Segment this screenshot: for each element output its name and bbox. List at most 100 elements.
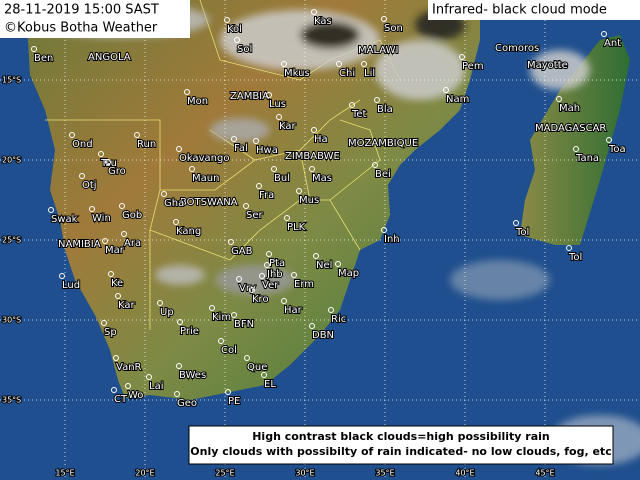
place-label: Mon xyxy=(187,96,208,107)
place-label: Kar xyxy=(118,300,136,311)
country-label: ZAMBIA xyxy=(230,91,269,102)
latitude-label: 30°S xyxy=(2,316,21,325)
place-marker xyxy=(281,61,287,67)
place-marker xyxy=(256,183,262,189)
place-label: Tet xyxy=(351,109,367,120)
place-marker xyxy=(125,383,131,389)
place-label: Toa xyxy=(608,144,626,155)
place-marker xyxy=(374,97,380,103)
place-marker xyxy=(218,338,224,344)
place-marker xyxy=(113,355,119,361)
place-label: Ser xyxy=(246,210,264,221)
place-marker xyxy=(89,206,95,212)
place-label: DBN xyxy=(312,330,334,341)
country-label: ZIMBABWE xyxy=(285,151,340,162)
place-label: Otj xyxy=(82,180,97,191)
place-label: Chi xyxy=(339,68,355,79)
country-label: ANGOLA xyxy=(88,52,131,63)
place-marker xyxy=(311,127,317,133)
place-marker xyxy=(361,61,367,67)
legend: High contrast black clouds=high possibil… xyxy=(188,425,614,465)
mainland xyxy=(28,0,480,400)
place-marker xyxy=(176,146,182,152)
place-marker xyxy=(281,298,287,304)
place-marker xyxy=(161,191,167,197)
legend-line: Only clouds with possibilty of rain indi… xyxy=(190,445,611,458)
place-marker xyxy=(291,272,297,278)
place-label: Erm xyxy=(294,279,314,290)
place-label: Ric xyxy=(331,314,346,325)
place-marker xyxy=(261,372,267,378)
place-marker xyxy=(225,389,231,395)
country-label: MALAWI xyxy=(358,45,398,56)
place-marker xyxy=(209,305,215,311)
place-label: Ha xyxy=(314,134,328,145)
place-marker xyxy=(381,227,387,233)
credit: ©Kobus Botha Weather xyxy=(4,21,158,36)
place-marker xyxy=(443,87,449,93)
place-label: Win xyxy=(92,213,111,224)
place-label: Mas xyxy=(312,173,332,184)
place-marker xyxy=(189,166,195,172)
mode: Infrared- black cloud mode xyxy=(432,3,607,18)
longitude-label: 20°E xyxy=(135,469,154,478)
place-label: BFN xyxy=(234,319,254,330)
place-label: Prie xyxy=(180,326,199,337)
borders xyxy=(45,0,401,330)
legend-box xyxy=(188,425,614,465)
header-box xyxy=(0,0,190,38)
place-marker xyxy=(296,188,302,194)
place-marker xyxy=(224,17,230,23)
place-label: Lud xyxy=(62,280,80,291)
place-marker xyxy=(313,253,319,259)
place-marker xyxy=(231,312,237,318)
place-marker xyxy=(253,138,259,144)
place-marker xyxy=(309,166,315,172)
place-marker xyxy=(244,355,250,361)
place-label: Lai xyxy=(149,381,163,392)
place-label: Fal xyxy=(234,143,248,154)
place-marker xyxy=(335,261,341,267)
place-marker xyxy=(134,132,140,138)
place-label: Har xyxy=(284,305,303,316)
place-label: Tol xyxy=(568,252,582,263)
place-label: Sol xyxy=(237,44,252,55)
place-label: Kim xyxy=(212,312,231,323)
place-marker xyxy=(372,162,378,168)
place-label: Jhb xyxy=(266,269,283,280)
place-label: Nel xyxy=(316,260,332,271)
place-marker xyxy=(264,262,270,268)
place-marker xyxy=(115,293,121,299)
place-marker xyxy=(119,203,125,209)
latitude-label: 25°S xyxy=(2,236,21,245)
place-marker xyxy=(271,166,277,172)
place-label: Geo xyxy=(177,398,197,409)
longitude-label: 25°E xyxy=(215,469,234,478)
place-label: Tsu xyxy=(100,158,117,169)
place-label: Ke xyxy=(111,278,123,289)
place-label: Maun xyxy=(192,173,219,184)
place-marker xyxy=(249,287,255,293)
place-label: Tol xyxy=(515,227,529,238)
place-label: Kar xyxy=(279,121,297,132)
place-label: Que xyxy=(247,362,267,373)
place-label: Mar xyxy=(105,245,125,256)
place-marker xyxy=(381,16,387,22)
place-marker xyxy=(513,220,519,226)
latitude-label: 35°S xyxy=(2,396,21,405)
place-label: Inh xyxy=(384,234,400,245)
longitude-label: 15°E xyxy=(55,469,74,478)
timestamp: 28-11-2019 15:00 SAST xyxy=(4,3,159,18)
place-marker xyxy=(146,374,152,380)
country-label: Mayotte xyxy=(527,60,568,71)
place-label: Gha xyxy=(164,198,184,209)
place-label: CT xyxy=(114,394,128,405)
place-label: Okavango xyxy=(179,153,229,164)
place-label: Tana xyxy=(575,153,599,164)
mode-box xyxy=(428,0,640,20)
place-marker xyxy=(309,323,315,329)
place-label: Ant xyxy=(604,38,621,49)
latitude-label: 15°S xyxy=(2,76,21,85)
place-marker xyxy=(31,46,37,52)
